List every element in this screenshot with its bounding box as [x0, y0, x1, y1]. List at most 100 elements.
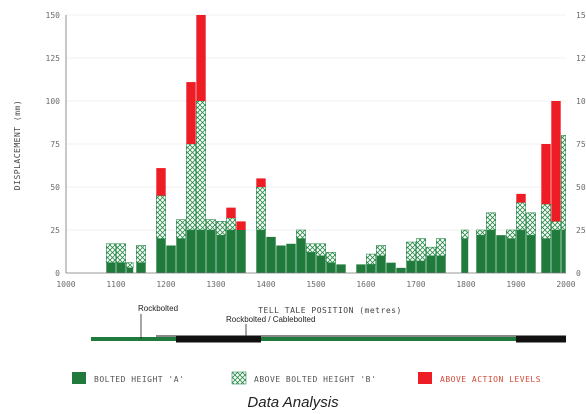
- bar-above-action: [186, 82, 196, 144]
- y-tick-label: 125: [46, 54, 61, 63]
- bar-above-action: [256, 178, 266, 187]
- bar-bolted-a: [366, 264, 376, 273]
- x-tick-label: 2000: [556, 280, 575, 289]
- bar-bolted-a: [386, 262, 396, 273]
- y-tick-label: 150: [46, 11, 61, 20]
- bar-bolted-a: [226, 230, 236, 273]
- bar-above-action: [516, 193, 526, 203]
- bar-bolted-a: [541, 238, 551, 273]
- x-tick-label: 1400: [256, 280, 275, 289]
- x-tick-label: 1800: [456, 280, 475, 289]
- bar-above-bolted-b: [525, 212, 536, 236]
- bar-above-bolted-b: [550, 221, 561, 231]
- caption: Data Analysis: [247, 394, 339, 411]
- bar-bolted-a: [276, 245, 286, 273]
- bar-bolted-a: [396, 267, 406, 273]
- x-tick-labels: 1000 1100 1200 1300 1400 1500 1600 1700 1800 1900…: [56, 280, 575, 289]
- bar-bolted-a: [156, 238, 166, 273]
- legend-label-c: ABOVE ACTION LEVELS: [440, 375, 541, 384]
- bar-bolted-a: [461, 238, 469, 273]
- y-tick-label-right: 150: [576, 11, 586, 20]
- x-tick-label: 1100: [106, 280, 125, 289]
- bar-above-bolted-b: [126, 262, 134, 269]
- bar-above-action: [196, 15, 206, 101]
- bar-bolted-a: [176, 238, 186, 273]
- bar-bolted-a: [486, 230, 496, 273]
- y-tick-labels-right: 0 25 50 75 100 125 150: [576, 11, 586, 278]
- y-tick-label-right: 125: [576, 54, 586, 63]
- axes: [65, 15, 566, 274]
- bar-above-bolted-b: [206, 219, 217, 231]
- bar-bolted-a: [336, 264, 346, 273]
- support-track: Rockbolted Rockbolted / Cablebolted: [91, 304, 566, 343]
- bar-bolted-a: [356, 264, 366, 273]
- bar-bolted-a: [476, 235, 486, 273]
- annotation-rockbolted: Rockbolted: [138, 304, 178, 313]
- bar-bolted-a: [106, 262, 116, 273]
- bar-bolted-a: [406, 260, 416, 273]
- bar-bolted-a: [296, 238, 306, 273]
- bar-bolted-a: [496, 235, 506, 273]
- y-tick-label-right: 100: [576, 97, 586, 106]
- bar-bolted-a: [126, 267, 134, 273]
- y-tick-label-right: 25: [576, 226, 586, 235]
- y-tick-label: 25: [50, 226, 60, 235]
- y-tick-label: 100: [46, 97, 61, 106]
- bar-above-bolted-b: [116, 243, 127, 263]
- bar-bolted-a: [266, 236, 276, 273]
- bar-bolted-a: [506, 238, 516, 273]
- bar-bolted-a: [286, 243, 296, 273]
- bar-bolted-a: [526, 235, 536, 273]
- bar-above-action: [226, 207, 236, 218]
- legend-label-a: BOLTED HEIGHT 'A': [94, 375, 184, 384]
- bar-above-bolted-b: [325, 252, 336, 263]
- y-tick-label: 0: [55, 269, 60, 278]
- bar-above-action: [551, 101, 561, 222]
- bar-above-bolted-b: [485, 212, 496, 231]
- x-tick-label: 1300: [206, 280, 225, 289]
- bar-bolted-a: [236, 230, 246, 273]
- bar-above-bolted-b: [540, 203, 551, 239]
- y-tick-label-right: 50: [576, 183, 586, 192]
- bar-above-bolted-b: [196, 100, 207, 231]
- bar-above-bolted-b: [435, 238, 446, 257]
- x-tick-label: 1000: [56, 280, 75, 289]
- bar-above-action: [541, 144, 551, 205]
- y-axis-label: DISPLACEMENT (mm): [13, 100, 22, 190]
- bar-above-bolted-b: [176, 219, 187, 239]
- bar-above-bolted-b: [365, 253, 376, 265]
- bar-above-bolted-b: [560, 135, 566, 231]
- bar-above-bolted-b: [415, 238, 426, 262]
- bar-above-bolted-b: [295, 229, 306, 239]
- y-tick-label-right: 0: [576, 269, 581, 278]
- y-tick-label: 75: [50, 140, 60, 149]
- bar-bolted-a: [551, 230, 561, 273]
- bar-bolted-a: [416, 260, 426, 273]
- annotation-cablebolted: Rockbolted / Cablebolted: [226, 315, 315, 324]
- bar-bolted-a: [206, 230, 216, 273]
- bar-above-bolted-b: [315, 243, 326, 257]
- bar-bolted-a: [196, 230, 206, 273]
- bar-above-bolted-b: [106, 243, 117, 263]
- bar-above-bolted-b: [515, 202, 526, 231]
- bar-above-bolted-b: [305, 243, 316, 253]
- bar-above-bolted-b: [460, 229, 469, 239]
- bar-above-bolted-b: [375, 245, 386, 257]
- bar-bolted-a: [561, 230, 566, 273]
- bar-above-action: [156, 168, 166, 196]
- bar-bolted-a: [516, 230, 526, 273]
- bar-above-bolted-b: [475, 229, 486, 236]
- legend-label-b: ABOVE BOLTED HEIGHT 'B': [254, 375, 376, 384]
- x-tick-label: 1500: [306, 280, 325, 289]
- legend: BOLTED HEIGHT 'A' ABOVE BOLTED HEIGHT 'B'…: [72, 371, 541, 385]
- bar-series: [106, 15, 566, 273]
- bar-bolted-a: [376, 255, 386, 273]
- bar-bolted-a: [306, 252, 316, 273]
- bar-above-bolted-b: [505, 229, 516, 239]
- bar-above-bolted-b: [216, 221, 227, 236]
- bar-above-bolted-b: [136, 245, 147, 263]
- bar-above-bolted-b: [226, 217, 237, 231]
- bar-above-action: [236, 221, 246, 230]
- x-tick-label: 1200: [156, 280, 175, 289]
- bar-above-bolted-b: [255, 186, 266, 231]
